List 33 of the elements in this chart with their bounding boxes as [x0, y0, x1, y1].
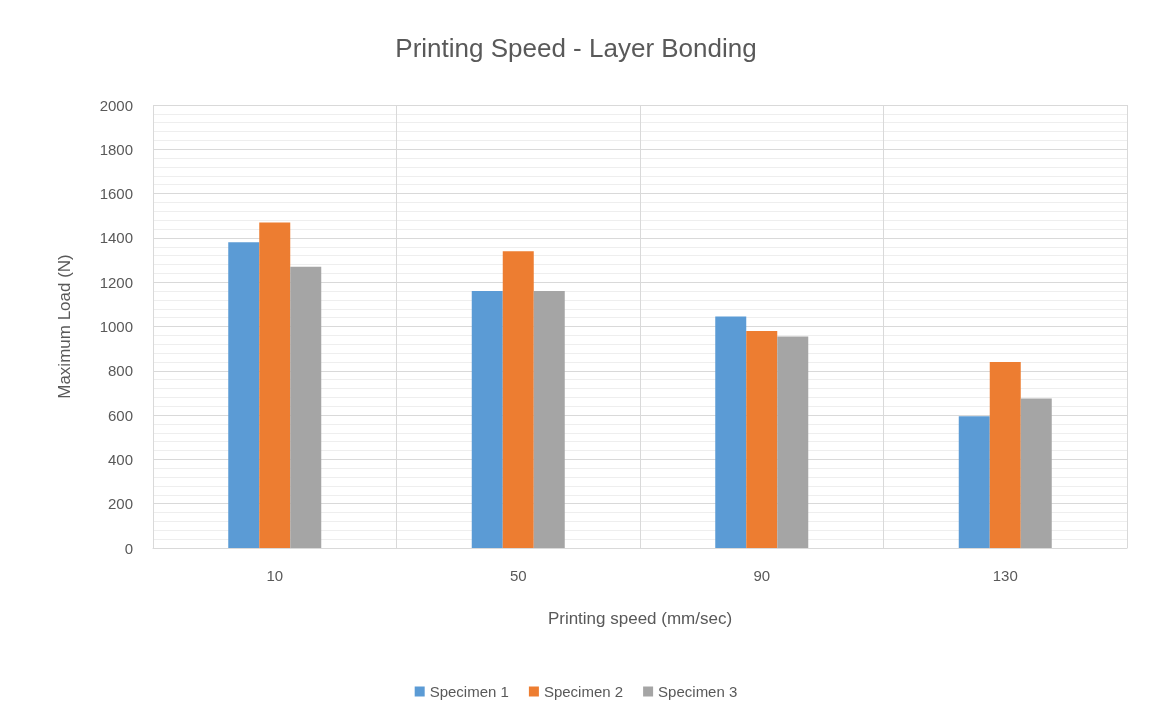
y-tick-label: 600 [107, 406, 133, 424]
chart-title: Printing Speed - Layer Bonding [395, 33, 757, 63]
y-tick-label: 1000 [99, 318, 133, 335]
y-tick-label: 800 [107, 362, 133, 380]
bar [1020, 398, 1052, 548]
y-tick-label: 200 [107, 495, 133, 513]
y-axis-title: Maximum Load (N) [55, 254, 74, 399]
x-tick-label: 10 [266, 567, 284, 584]
y-tick-label: 400 [107, 450, 133, 468]
x-tick-label: 90 [753, 567, 771, 584]
legend-label: Specimen 1 [429, 683, 509, 700]
y-tick-label: 1800 [99, 140, 133, 158]
bar [777, 336, 809, 548]
bar [715, 316, 747, 548]
y-tick-label: 2000 [99, 96, 133, 114]
bar [533, 291, 565, 548]
x-tick-label: 130 [992, 567, 1018, 584]
x-axis-title: Printing speed (mm/sec) [547, 609, 733, 628]
y-tick-label: 1600 [99, 185, 133, 203]
bar [290, 266, 322, 548]
y-tick-label: 0 [124, 539, 133, 557]
legend-label: Specimen 3 [658, 683, 738, 700]
x-tick-label: 50 [509, 567, 527, 584]
bar [259, 222, 291, 548]
legend-label: Specimen 2 [543, 683, 624, 700]
y-tick-label: 1400 [99, 229, 133, 247]
bar [228, 242, 260, 548]
bar [471, 291, 503, 548]
bar [746, 330, 778, 548]
bar [502, 251, 534, 548]
bar [989, 361, 1021, 548]
y-tick-label: 1200 [99, 273, 133, 291]
bar [958, 416, 990, 548]
